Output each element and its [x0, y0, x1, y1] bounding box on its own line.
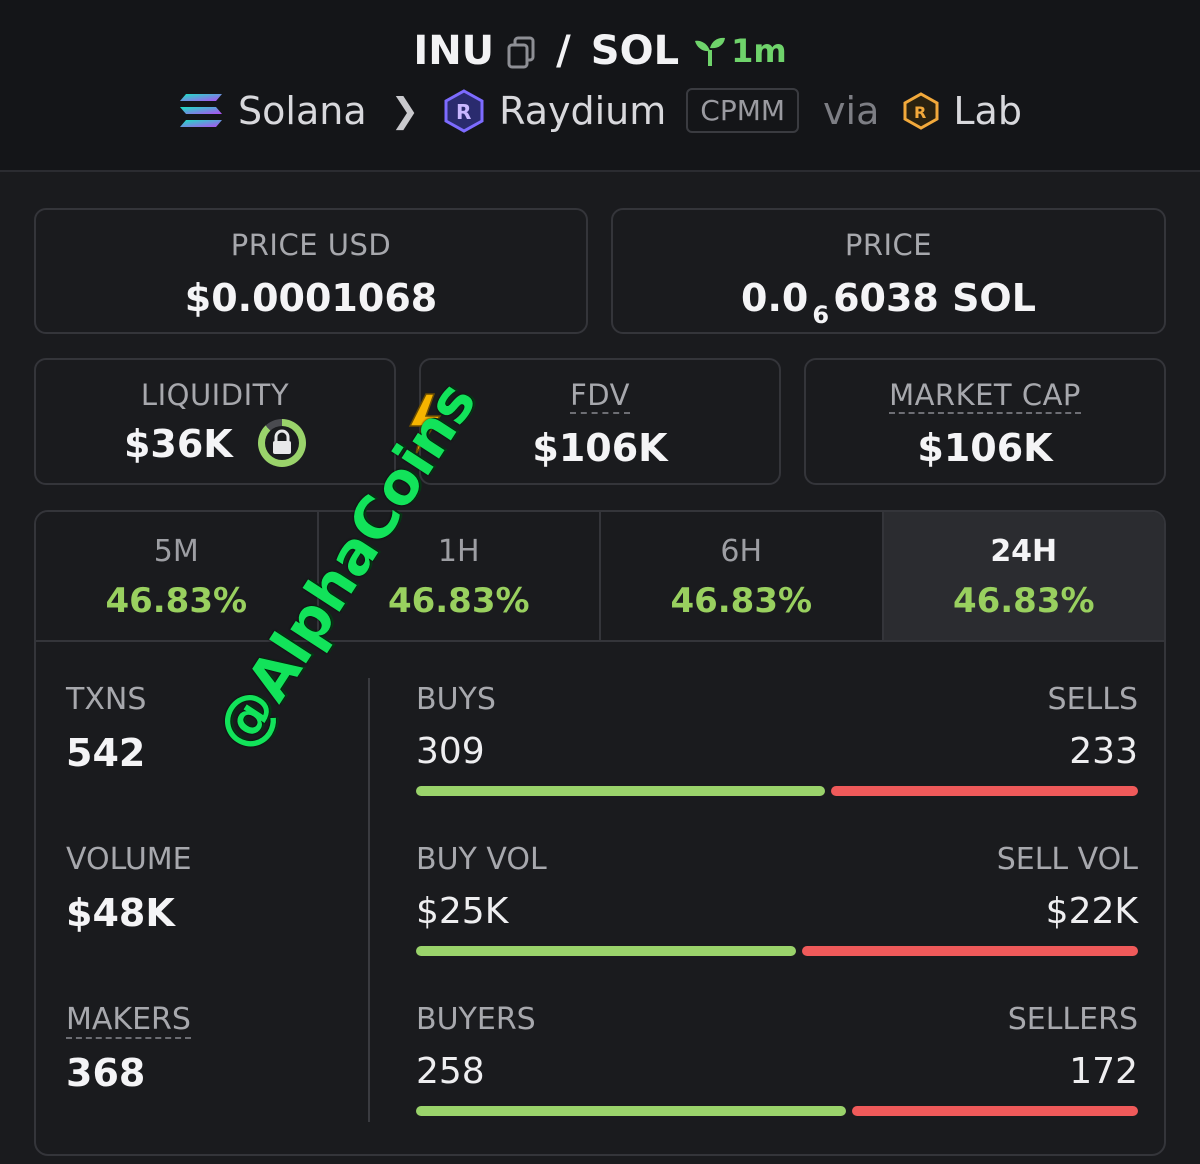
age-value: 1m [731, 32, 787, 70]
volume-stat: VOLUME $48K [66, 842, 366, 1002]
txns-stat: TXNS 542 [66, 682, 366, 842]
base-token: INU [413, 28, 495, 74]
quote-token: SOL [590, 28, 680, 74]
price-unit: SOL [952, 276, 1036, 320]
sprout-icon [695, 37, 726, 66]
market-cap-card: MARKET CAP $106K [804, 358, 1166, 485]
fdv-label[interactable]: FDV [570, 378, 630, 414]
launchpad-name[interactable]: Lab [953, 88, 1022, 133]
liquidity-card: LIQUIDITY $36K [34, 358, 396, 485]
tab-change: 46.83% [670, 581, 813, 621]
tab-change: 46.83% [105, 581, 248, 621]
traders-row: BUYERS SELLERS 258 172 [416, 1002, 1138, 1154]
lightning-icon [408, 393, 442, 455]
summary-stats: TXNS 542 VOLUME $48K MAKERS 368 [66, 682, 366, 1154]
buys-sells-ratio-bar [416, 786, 1138, 796]
chain-name[interactable]: Solana [238, 88, 367, 133]
volume-label: VOLUME [66, 842, 192, 877]
launchpad-icon: R [903, 91, 939, 130]
pair-header: INU / SOL 1m Solana ❯ [0, 0, 1200, 172]
copy-icon[interactable] [506, 34, 536, 69]
price-native-label: PRICE [844, 228, 933, 262]
column-divider [368, 678, 370, 1122]
pair-title: INU / SOL 1m [0, 28, 1200, 74]
price-zero-count: 6 [812, 301, 830, 329]
price-usd-value: $0.0001068 [184, 276, 438, 320]
liquidity-label: LIQUIDITY [140, 378, 290, 412]
sellers-value: 172 [1069, 1051, 1138, 1092]
pair-separator: / [556, 28, 571, 74]
makers-value: 368 [66, 1051, 146, 1095]
tab-label: 5M [153, 534, 199, 569]
stats-panel: 5M 46.83% 1H 46.83% 6H 46.83% 24H 46.83%… [34, 510, 1166, 1156]
tab-label: 24H [990, 534, 1058, 569]
liquidity-value: $36K [123, 422, 233, 466]
liquidity-lock-icon[interactable] [258, 418, 306, 467]
buy-bar [416, 946, 796, 956]
tab-24h[interactable]: 24H 46.83% [883, 512, 1164, 640]
makers-label[interactable]: MAKERS [66, 1002, 191, 1039]
volume-ratio-bar [416, 946, 1138, 956]
sell-vol-label: SELL VOL [996, 842, 1138, 877]
tab-change: 46.83% [387, 581, 530, 621]
price-digits: 6038 [833, 276, 939, 320]
liquidity-value-row: $36K [36, 418, 394, 471]
price-native-card: PRICE 0.0 6 6038 SOL [611, 208, 1166, 334]
price-usd-card: PRICE USD $0.0001068 [34, 208, 588, 334]
svg-text:R: R [456, 100, 471, 124]
buy-bar [416, 1106, 847, 1116]
chain-breadcrumb: Solana ❯ R Raydium CPMM via R Lab [0, 88, 1200, 133]
volume-row: BUY VOL SELL VOL $25K $22K [416, 842, 1138, 1002]
sell-bar [801, 946, 1138, 956]
buyers-value: 258 [416, 1051, 485, 1092]
dex-name[interactable]: Raydium [499, 88, 667, 133]
buys-value: 309 [416, 731, 485, 772]
pool-type-badge: CPMM [686, 88, 800, 133]
buy-sell-breakdown: BUYS SELLS 309 233 BUY VOL SELL VOL $25K $22… [416, 682, 1138, 1154]
tab-label: 1H [437, 534, 480, 569]
buy-vol-label: BUY VOL [416, 842, 547, 877]
price-native-value: 0.0 6 6038 SOL [613, 276, 1164, 329]
tab-change: 46.83% [952, 581, 1095, 621]
sells-label: SELLS [1047, 682, 1138, 717]
price-usd-label: PRICE USD [230, 228, 392, 262]
tab-1h[interactable]: 1H 46.83% [318, 512, 601, 640]
tab-6h[interactable]: 6H 46.83% [601, 512, 884, 640]
txns-label: TXNS [66, 682, 147, 717]
buys-label: BUYS [416, 682, 496, 717]
traders-ratio-bar [416, 1106, 1138, 1116]
sell-vol-value: $22K [1045, 891, 1138, 932]
buy-vol-value: $25K [416, 891, 509, 932]
txns-value: 542 [66, 731, 146, 775]
buyers-label: BUYERS [416, 1002, 536, 1037]
raydium-icon: R [444, 88, 484, 133]
sell-bar [852, 1106, 1138, 1116]
buy-bar [416, 786, 825, 796]
sellers-label: SELLERS [1007, 1002, 1138, 1037]
sells-value: 233 [1069, 731, 1138, 772]
tab-label: 6H [720, 534, 763, 569]
buys-sells-row: BUYS SELLS 309 233 [416, 682, 1138, 842]
timeframe-tabs: 5M 46.83% 1H 46.83% 6H 46.83% 24H 46.83% [36, 512, 1164, 642]
price-prefix: 0.0 [741, 276, 809, 320]
market-cap-value: $106K [917, 426, 1053, 470]
market-cap-label[interactable]: MARKET CAP [889, 378, 1081, 414]
pair-age: 1m [693, 32, 787, 70]
chevron-right-icon: ❯ [390, 90, 420, 131]
tab-5m[interactable]: 5M 46.83% [36, 512, 319, 640]
fdv-card: FDV $106K [419, 358, 781, 485]
makers-stat: MAKERS 368 [66, 1002, 366, 1154]
via-label: via [823, 88, 880, 133]
svg-text:R: R [914, 103, 926, 122]
volume-value: $48K [66, 891, 175, 935]
fdv-value: $106K [532, 426, 668, 470]
solana-icon [180, 93, 223, 127]
sell-bar [830, 786, 1138, 796]
